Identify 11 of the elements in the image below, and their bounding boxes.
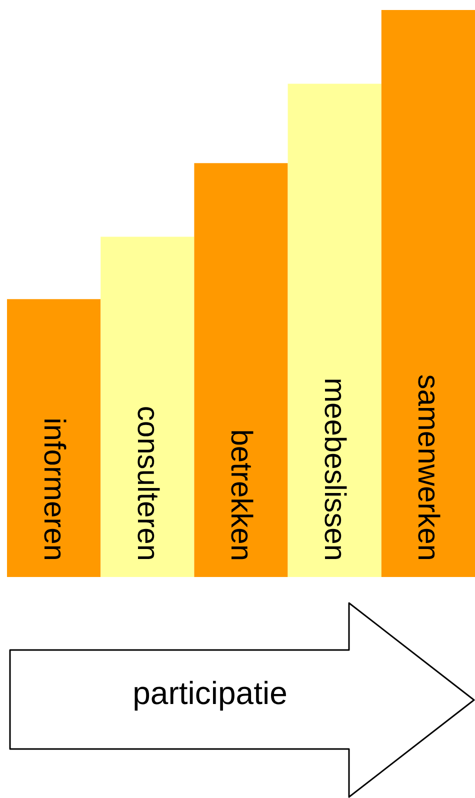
x-tick-label: consulteren: [130, 406, 164, 561]
bar: [288, 84, 382, 577]
bar: [381, 10, 475, 577]
x-tick-label: meebeslissen: [318, 378, 352, 561]
x-tick-label: informeren: [37, 418, 70, 561]
bar: [100, 236, 194, 577]
bar: [194, 163, 288, 577]
x-axis-title: participatie: [132, 675, 288, 712]
x-tick-label: samenwerken: [412, 374, 445, 561]
bar: [7, 299, 101, 577]
x-tick-label: betrekken: [224, 429, 258, 561]
